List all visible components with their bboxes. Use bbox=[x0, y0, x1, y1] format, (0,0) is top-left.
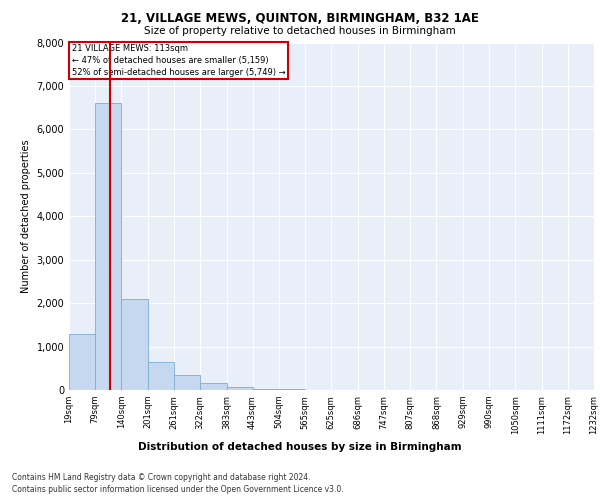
Bar bbox=[200, 384, 227, 390]
Text: 21, VILLAGE MEWS, QUINTON, BIRMINGHAM, B32 1AE: 21, VILLAGE MEWS, QUINTON, BIRMINGHAM, B… bbox=[121, 12, 479, 24]
Bar bbox=[227, 387, 253, 390]
Text: Contains public sector information licensed under the Open Government Licence v3: Contains public sector information licen… bbox=[12, 485, 344, 494]
Bar bbox=[121, 299, 148, 390]
Bar bbox=[253, 388, 279, 390]
Y-axis label: Number of detached properties: Number of detached properties bbox=[21, 140, 31, 293]
Bar bbox=[148, 362, 174, 390]
Text: 21 VILLAGE MEWS: 113sqm
← 47% of detached houses are smaller (5,159)
52% of semi: 21 VILLAGE MEWS: 113sqm ← 47% of detache… bbox=[71, 44, 285, 77]
Bar bbox=[174, 375, 200, 390]
Text: Contains HM Land Registry data © Crown copyright and database right 2024.: Contains HM Land Registry data © Crown c… bbox=[12, 472, 311, 482]
Text: Size of property relative to detached houses in Birmingham: Size of property relative to detached ho… bbox=[144, 26, 456, 36]
Bar bbox=[69, 334, 95, 390]
Bar bbox=[95, 104, 121, 390]
Text: Distribution of detached houses by size in Birmingham: Distribution of detached houses by size … bbox=[138, 442, 462, 452]
